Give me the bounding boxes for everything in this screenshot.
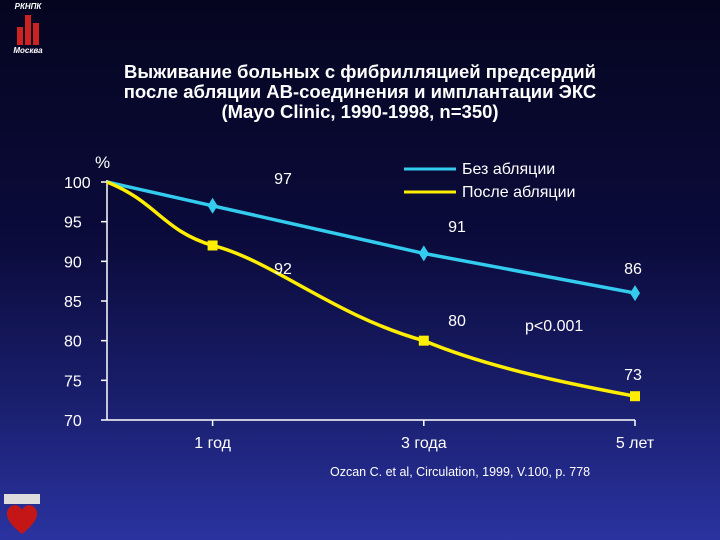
source-citation: Ozcan C. et al, Circulation, 1999, V.100… xyxy=(330,465,591,479)
x-tick-label: 5 лет xyxy=(616,435,655,452)
x-tick-label: 1 год xyxy=(194,435,231,452)
title-line-1: Выживание больных с фибрилляцией предсер… xyxy=(124,61,596,82)
logo-bottom-text: Москва xyxy=(13,46,43,55)
y-tick-label: 80 xyxy=(64,334,82,351)
y-tick-label: 100 xyxy=(64,175,91,192)
y-tick-label: 75 xyxy=(64,373,82,390)
y-tick-label: 85 xyxy=(64,294,82,311)
x-tick-label: 3 года xyxy=(401,435,447,452)
data-point-diamond xyxy=(630,285,640,302)
series-line-without-ablation xyxy=(106,180,636,295)
data-point-diamond xyxy=(207,197,218,214)
data-point-diamond xyxy=(418,245,429,262)
logo-top-text: РКНПК xyxy=(14,2,42,11)
y-tick-label: 70 xyxy=(64,413,82,430)
data-label: 80 xyxy=(448,313,466,330)
logo-mark-icon xyxy=(17,13,39,45)
p-value-annotation: p<0.001 xyxy=(525,318,583,335)
data-label: 73 xyxy=(624,367,642,384)
data-label: 86 xyxy=(624,261,642,278)
y-axis-unit-label: % xyxy=(95,153,110,172)
data-label: 91 xyxy=(448,219,466,236)
institution-logo: РКНПК Москва xyxy=(6,2,50,58)
data-label: 97 xyxy=(274,171,292,188)
legend-label: Без абляции xyxy=(462,161,555,178)
y-tick-label: 90 xyxy=(64,254,82,271)
heart-logo-icon xyxy=(4,494,40,534)
series-line-after-ablation xyxy=(106,180,636,398)
y-tick-label: 95 xyxy=(64,215,82,232)
title-line-2: после абляции АВ-соединения и имплантаци… xyxy=(123,81,597,102)
chart-title: Выживание больных с фибрилляцией предсер… xyxy=(40,62,680,122)
data-point-square xyxy=(207,240,218,251)
data-point-square xyxy=(630,391,640,402)
title-line-3: (Mayo Clinic, 1990-1998, n=350) xyxy=(221,101,499,122)
data-point-square xyxy=(418,335,429,346)
data-label: 92 xyxy=(274,261,292,278)
legend-label: После абляции xyxy=(462,184,575,201)
